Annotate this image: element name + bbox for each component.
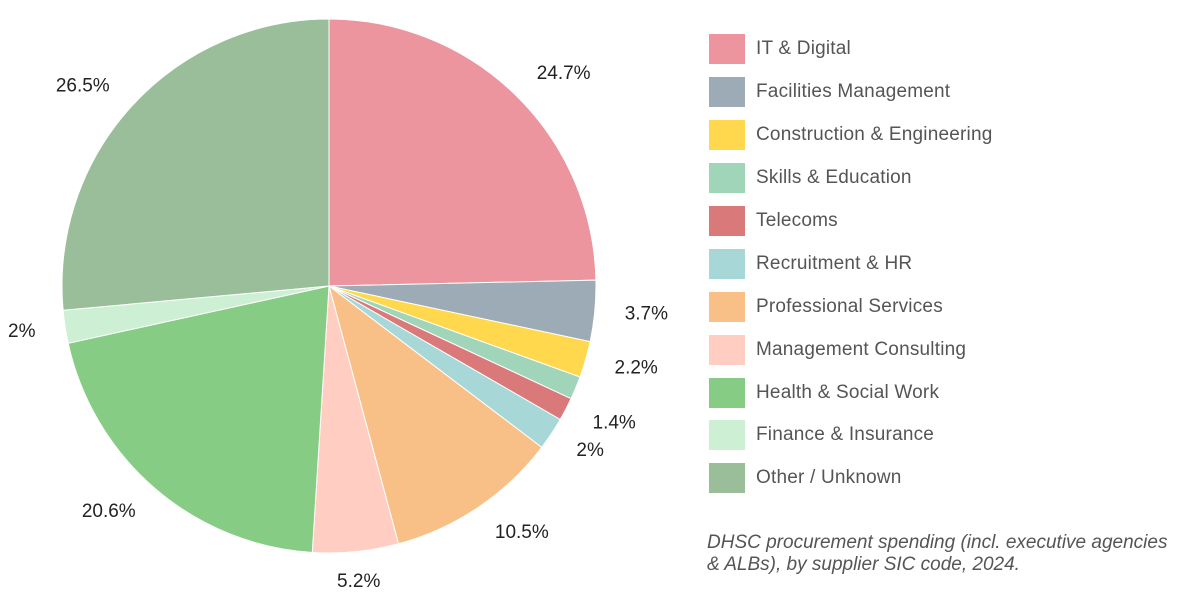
legend-item: Recruitment & HR <box>709 242 1179 285</box>
slice-data-label: 2.2% <box>615 357 658 378</box>
slice-data-label: 5.2% <box>337 571 380 592</box>
legend-swatch <box>709 377 745 408</box>
legend-item: IT & Digital <box>709 28 1179 71</box>
legend-label: Skills & Education <box>756 167 912 189</box>
legend-label: Health & Social Work <box>756 381 940 403</box>
legend-item: Facilities Management <box>709 71 1179 114</box>
pie-slice-other-unknown <box>61 18 330 311</box>
legend-item: Health & Social Work <box>709 371 1179 414</box>
legend-item: Professional Services <box>709 285 1179 328</box>
legend-item: Construction & Engineering <box>709 114 1179 157</box>
legend-item: Finance & Insurance <box>709 414 1179 457</box>
legend-swatch <box>709 206 745 236</box>
pie-slice-professional-services <box>328 284 543 545</box>
legend-swatch <box>709 248 745 279</box>
pie-slice-health-social-work <box>67 285 330 554</box>
legend-label: Construction & Engineering <box>756 124 993 146</box>
legend-swatch <box>709 120 745 151</box>
legend-swatch <box>709 34 745 65</box>
pie-slice-it-digital <box>328 18 597 287</box>
legend-label: Management Consulting <box>756 338 967 360</box>
slice-data-label: 2% <box>8 321 36 342</box>
slice-data-label: 10.5% <box>495 522 549 543</box>
legend-item: Telecoms <box>709 200 1179 243</box>
slice-data-label: 20.6% <box>82 501 136 522</box>
legend-label: Other / Unknown <box>756 467 902 489</box>
slice-data-label: 24.7% <box>537 63 591 84</box>
legend-swatch <box>709 163 745 194</box>
legend-label: Professional Services <box>756 295 943 317</box>
legend-label: Finance & Insurance <box>756 424 935 446</box>
legend-swatch <box>709 77 745 108</box>
legend-swatch <box>709 463 745 494</box>
slice-data-label: 2% <box>576 440 604 461</box>
pie-slice-labels: 24.7% 3.7% 2.2% 1.4% 2% 10.5% 5.2% 20.6% 2% 26.5% <box>8 63 668 592</box>
legend-item: Other / Unknown <box>709 457 1179 500</box>
legend-swatch <box>709 420 745 451</box>
legend-swatch <box>709 291 745 322</box>
legend-label: Facilities Management <box>756 81 951 103</box>
legend-swatch <box>709 334 745 365</box>
slice-data-label: 1.4% <box>593 413 636 434</box>
legend-item: Skills & Education <box>709 157 1179 200</box>
pie-chart: 24.7% 3.7% 2.2% 1.4% 2% 10.5% 5.2% 20.6% 2% 26.5% <box>8 18 668 592</box>
chart-caption: DHSC procurement spending (incl. executi… <box>707 532 1168 575</box>
legend-label: Recruitment & HR <box>756 252 913 274</box>
pie-slices <box>61 18 597 554</box>
legend-label: IT & Digital <box>756 38 851 60</box>
legend-label: Telecoms <box>756 210 838 231</box>
slice-data-label: 26.5% <box>56 75 110 96</box>
slice-data-label: 3.7% <box>625 303 668 324</box>
legend-item: Management Consulting <box>709 328 1179 371</box>
legend: IT & Digital Facilities Management Constru… <box>709 28 1179 500</box>
